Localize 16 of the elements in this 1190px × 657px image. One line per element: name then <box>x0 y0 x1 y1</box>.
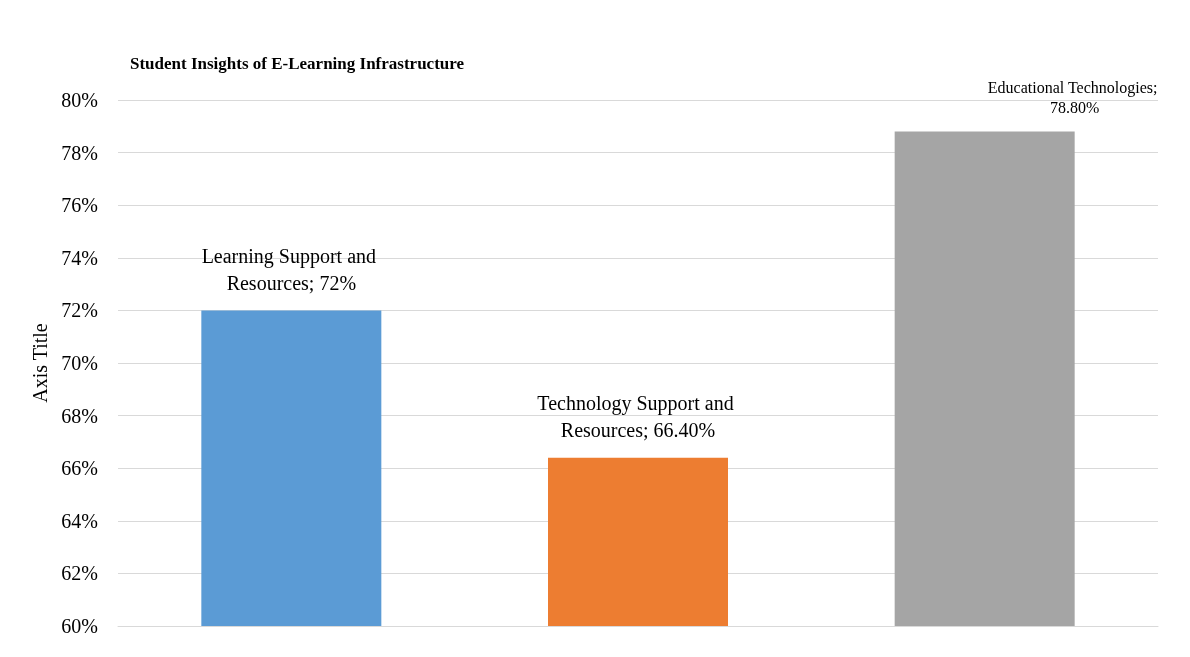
y-tick-label: 62% <box>61 562 98 585</box>
y-tick-label: 72% <box>61 299 98 322</box>
data-label: Technology Support and Resources; 66.40% <box>537 392 739 442</box>
y-tick-label: 74% <box>61 246 98 269</box>
y-tick-label: 66% <box>61 457 98 480</box>
y-tick-label: 78% <box>61 141 98 164</box>
y-tick-label: 68% <box>61 404 98 427</box>
y-tick-label: 80% <box>61 89 98 111</box>
y-tick-label: 64% <box>61 509 98 532</box>
data-label: Educational Technologies; 78.80% <box>987 79 1162 117</box>
y-tick-label: 70% <box>61 352 98 374</box>
y-tick-label: 76% <box>61 194 98 217</box>
y-tick-label: 60% <box>61 615 98 637</box>
data-label: Learning Support and Resources; 72% <box>201 244 382 294</box>
chart-title: Student Insights of E-Learning Infrastructure <box>130 54 465 73</box>
y-axis-title: Axis Title <box>29 323 52 403</box>
